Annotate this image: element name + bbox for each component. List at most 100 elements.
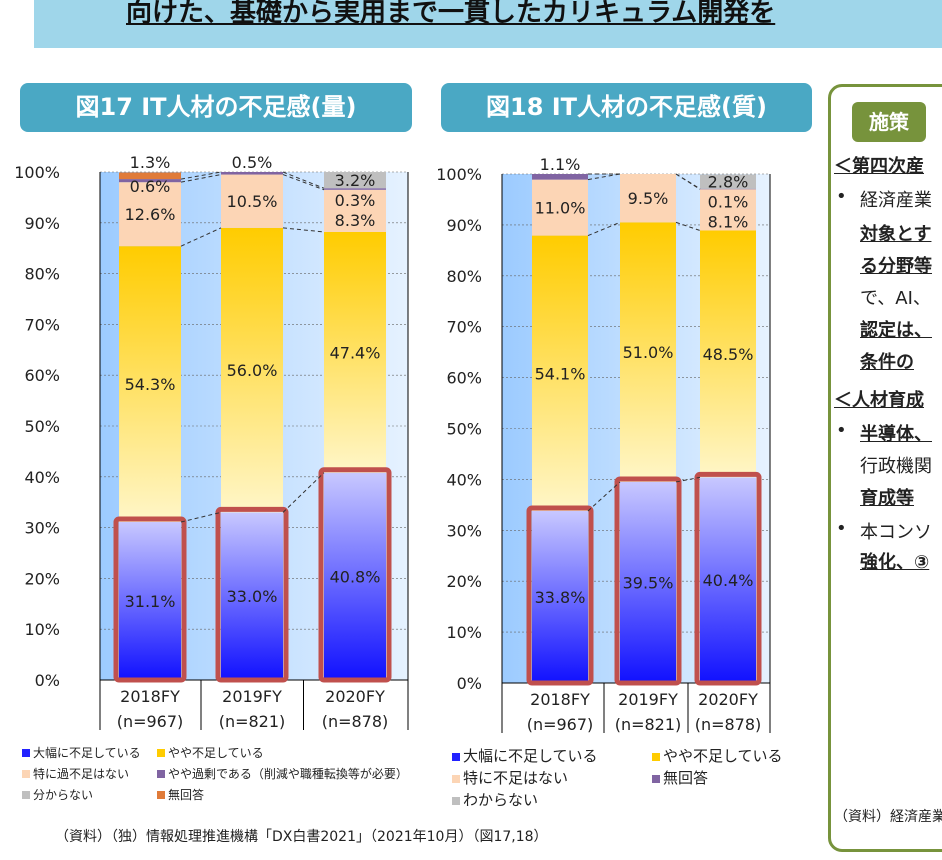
panel-line: 条件の	[860, 352, 914, 373]
bar-severe	[620, 481, 676, 683]
data-label: 54.1%	[535, 364, 586, 383]
bar-unknown	[700, 174, 756, 189]
y-tick-label: 100%	[436, 165, 482, 184]
panel-line: 対象とす	[860, 224, 932, 245]
legend-swatch	[22, 791, 30, 799]
connector-line	[675, 173, 701, 190]
legend-item-unknown: 分からない	[22, 786, 93, 803]
bullet-icon: •	[836, 186, 847, 207]
legend-swatch	[452, 753, 460, 761]
panel-line: ＜人材育成	[834, 390, 924, 411]
legend-item-severe: 大幅に不足している	[22, 744, 141, 761]
data-label: 9.5%	[628, 189, 669, 208]
y-tick-label: 10%	[446, 623, 482, 642]
data-label: 1.1%	[540, 155, 581, 174]
panel-line: で、AI、	[860, 288, 931, 309]
connector-line	[587, 481, 621, 512]
connector-line	[282, 171, 325, 189]
panel-line: 本コンソ	[860, 522, 932, 543]
chart18: 0% 10% 20% 30% 40% 50% 60% 70% 80% 90% 100% 33.8% 54…	[436, 155, 771, 734]
source-note: （資料）（独）情報処理推進機構「DX白書2021」（2021年10月）（図17,…	[55, 829, 548, 845]
chart17-title: 図17 IT人材の不足感(量)	[20, 83, 412, 132]
y-tick-label: 30%	[446, 521, 482, 540]
chart17: 0% 10% 20% 30% 40% 50% 60% 70% 80% 90% 100% 31.1% 54…	[14, 153, 409, 731]
y-tick-label: 70%	[446, 318, 482, 337]
y-tick-label: 90%	[446, 216, 482, 235]
x-tick-label: 2019FY	[222, 687, 282, 706]
data-label: 31.1%	[125, 592, 176, 611]
policy-panel	[828, 84, 942, 852]
bar-somewhat	[532, 235, 588, 511]
bar-severe	[119, 522, 181, 680]
legend-label: やや過剰である（削減や職種転換等が必要）	[168, 767, 408, 781]
y-tick-label: 80%	[24, 265, 60, 284]
data-label: 33.0%	[227, 587, 278, 606]
legend-label: 無回答	[168, 788, 205, 802]
highlight-outline	[526, 505, 594, 686]
connector-line	[675, 221, 701, 231]
bar-unknown	[324, 172, 386, 189]
legend-label: 分からない	[33, 788, 94, 802]
y-tick-label: 50%	[446, 420, 482, 439]
bar-none	[620, 174, 676, 223]
highlight-outline	[113, 516, 187, 683]
bar-somewhat	[221, 227, 283, 513]
data-label: 39.5%	[623, 573, 674, 592]
legend-label: やや不足している	[663, 747, 783, 765]
bar-surplus	[324, 188, 386, 190]
y-tick-label: 50%	[24, 417, 60, 436]
data-label: 48.5%	[703, 345, 754, 364]
bar-severe	[700, 477, 756, 683]
data-label: 33.8%	[535, 588, 586, 607]
legend-item-somewhat: やや不足している	[157, 744, 264, 761]
legend-swatch	[157, 791, 165, 799]
bar-severe	[532, 510, 588, 683]
bar-severe	[221, 512, 283, 680]
highlight-outline	[694, 471, 762, 686]
x-tick-n: (n=878)	[322, 712, 389, 731]
data-label: 3.2%	[335, 171, 376, 190]
bar-surplus	[221, 172, 283, 175]
data-label: 56.0%	[227, 361, 278, 380]
legend-swatch	[452, 797, 460, 805]
data-label: 0.6%	[130, 177, 171, 196]
bar-somewhat	[119, 246, 181, 523]
y-tick-label: 40%	[24, 468, 60, 487]
legend-item-surplus: 無回答	[652, 767, 708, 788]
legend-item-none: 特に不足はない	[452, 767, 568, 788]
data-label: 40.8%	[330, 567, 381, 586]
bar-none	[324, 189, 386, 232]
data-label: 0.1%	[708, 193, 749, 212]
connector-line	[282, 472, 325, 513]
data-label: 0.5%	[232, 153, 273, 172]
legend-label: 無回答	[663, 769, 709, 787]
x-tick-label: 2020FY	[698, 690, 758, 709]
data-label: 2.8%	[708, 173, 749, 192]
connector-line	[587, 173, 621, 181]
bar-no_answer	[119, 172, 181, 180]
x-tick-label: 2020FY	[325, 687, 385, 706]
legend-label: 特に過不足はない	[33, 767, 130, 781]
legend-item-severe: 大幅に不足している	[452, 745, 598, 766]
data-label: 40.4%	[703, 571, 754, 590]
legend-swatch	[157, 749, 165, 757]
y-tick-label: 90%	[24, 214, 60, 233]
banner-title: 向けた、基礎から実用まで一貫したカリキュラム開発を	[126, 0, 776, 28]
y-tick-label: 80%	[446, 267, 482, 286]
y-tick-label: 10%	[24, 620, 60, 639]
panel-line: 半導体、	[860, 424, 932, 445]
bar-none	[119, 182, 181, 247]
data-label: 12.6%	[125, 205, 176, 224]
x-tick-n: (n=967)	[117, 712, 184, 731]
legend-label: わからない	[463, 791, 539, 809]
panel-line: 認定は、	[860, 320, 932, 341]
legend-label: 大幅に不足している	[463, 747, 598, 765]
panel-line: ＜第四次産	[834, 156, 924, 177]
data-label: 1.3%	[130, 153, 171, 172]
panel-line: 強化、③	[860, 552, 930, 573]
y-tick-label: 0%	[457, 674, 482, 693]
chart18-title: 図18 IT人材の不足感(質)	[441, 83, 812, 132]
y-tick-label: 70%	[24, 315, 60, 334]
panel-line: 経済産業	[860, 190, 932, 211]
bullet-icon: •	[836, 420, 847, 441]
